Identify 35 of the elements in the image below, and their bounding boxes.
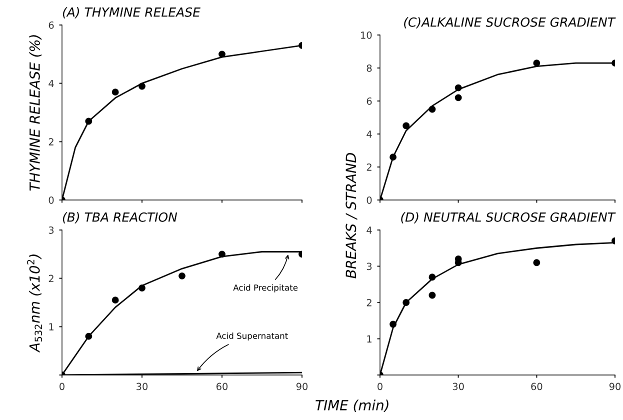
y-tick-label: 2 <box>366 298 372 306</box>
y-tick-label: 4 <box>366 226 372 234</box>
x-tick-label: 60 <box>216 382 228 390</box>
x-tick-label: 30 <box>136 382 148 390</box>
chart-title: (D) NEUTRAL SUCROSE GRADIENT <box>401 212 616 224</box>
y-tick-label: 0 <box>48 196 54 204</box>
chart-title: (C)ALKALINE SUCROSE GRADIENT <box>404 17 616 28</box>
annotation: Acid Supernatant <box>216 332 288 341</box>
y-tick-label: 8 <box>366 64 372 72</box>
y-tick-label: 3 <box>48 226 54 234</box>
y-tick-label: 1 <box>49 323 54 330</box>
y-axis-title: A$_{532}$nm (x10$^{2}$) <box>27 254 42 353</box>
y-tick-label: 2 <box>366 163 372 171</box>
y-tick-label: 3 <box>366 262 372 270</box>
x-tick-label: 30 <box>452 382 464 390</box>
y-tick-label: 4 <box>48 80 54 88</box>
y-axis-title: BREAKS / STRAND <box>346 152 358 278</box>
y-tick-label: 2 <box>48 138 54 146</box>
y-tick-label: 2 <box>48 274 54 282</box>
y-tick-label: 1 <box>367 335 372 342</box>
x-tick-label: 0 <box>60 382 64 390</box>
y-axis-title: THYMINE RELEASE (%) <box>29 35 42 191</box>
x-tick-label: 0 <box>378 382 382 390</box>
y-tick-label: 4 <box>366 130 372 138</box>
chart-title: (B) TBA REACTION <box>62 212 178 224</box>
annotation: Acid Precipitate <box>233 284 298 292</box>
x-tick-label: 60 <box>531 382 542 390</box>
y-tick-label: 6 <box>366 97 372 105</box>
x-tick-label: 90 <box>609 382 621 390</box>
chart-title: (A) THYMINE RELEASE <box>62 7 200 18</box>
x-axis-title: TIME (min) <box>316 400 388 412</box>
y-tick-label: 0 <box>366 196 372 204</box>
x-tick-label: 90 <box>296 382 308 390</box>
y-tick-label: 6 <box>48 21 54 29</box>
y-tick-label: 10 <box>361 31 372 39</box>
